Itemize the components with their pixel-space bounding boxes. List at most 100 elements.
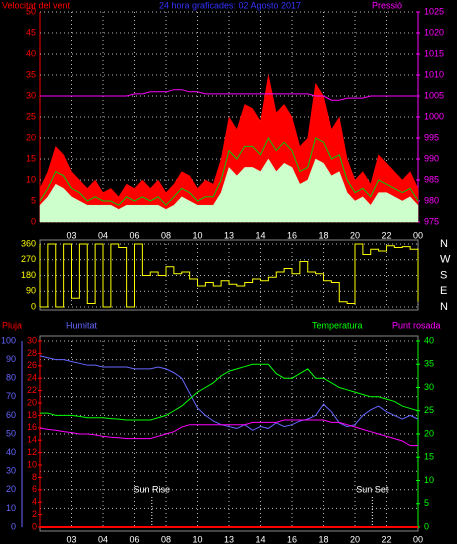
x-tick-label: 04 bbox=[98, 230, 108, 240]
y-tick-label: 18 bbox=[27, 410, 37, 420]
y-tick-label: 5 bbox=[31, 195, 36, 205]
y-tick-label: 15 bbox=[424, 452, 434, 462]
y-tick-label: 990 bbox=[424, 153, 439, 163]
y-tick-label: 26 bbox=[27, 360, 37, 370]
series-label: Punt rosada bbox=[392, 320, 441, 330]
y-tick-label: 5 bbox=[424, 498, 429, 508]
series-label: Pluja bbox=[2, 320, 22, 330]
y-tick-label: 20 bbox=[424, 428, 434, 438]
y-tick-label: 6 bbox=[32, 484, 37, 494]
series-line bbox=[39, 419, 418, 447]
y-tick-label: 25 bbox=[424, 405, 434, 415]
y-tick-label: 35 bbox=[424, 359, 434, 369]
wind-area bbox=[39, 158, 419, 223]
series-line bbox=[39, 355, 419, 431]
y-tick-label: 90 bbox=[6, 354, 16, 364]
x-tick-label: 04 bbox=[98, 534, 108, 544]
y-tick-label: 1000 bbox=[424, 111, 444, 121]
y-tick-label: 25 bbox=[26, 111, 36, 121]
y-tick-label: 16 bbox=[27, 422, 37, 432]
series-line bbox=[40, 243, 419, 308]
y-tick-label: 0 bbox=[31, 216, 36, 226]
y-tick-label: 45 bbox=[26, 27, 36, 37]
x-tick-label: 03 bbox=[66, 534, 76, 544]
y-tick-label: E bbox=[440, 285, 447, 297]
x-tick-label: 20 bbox=[350, 230, 360, 240]
y-tick-label: N bbox=[440, 238, 448, 250]
y-tick-label: 1005 bbox=[424, 90, 444, 100]
y-tick-label: 180 bbox=[21, 270, 36, 280]
y-tick-label: 50 bbox=[26, 6, 36, 16]
x-tick-label: 10 bbox=[192, 534, 202, 544]
x-tick-label: 08 bbox=[161, 534, 171, 544]
y-tick-label: 60 bbox=[6, 410, 16, 420]
y-tick-label: 0 bbox=[32, 521, 37, 531]
x-tick-label: 14 bbox=[255, 230, 265, 240]
y-tick-label: 40 bbox=[424, 335, 434, 345]
y-tick-label: 975 bbox=[424, 216, 439, 226]
x-tick-label: 00 bbox=[413, 230, 423, 240]
y-tick-label: 14 bbox=[27, 435, 37, 445]
wind-axis-label: Velocitat del vent bbox=[2, 0, 71, 10]
y-tick-label: 40 bbox=[6, 447, 16, 457]
y-tick-label: 995 bbox=[424, 132, 439, 142]
y-tick-label: 980 bbox=[424, 195, 439, 205]
y-tick-label: 10 bbox=[27, 459, 37, 469]
x-tick-label: 20 bbox=[350, 534, 360, 544]
x-tick-label: 00 bbox=[413, 534, 423, 544]
y-tick-label: 30 bbox=[26, 90, 36, 100]
y-tick-label: 1020 bbox=[424, 27, 444, 37]
y-tick-label: 24 bbox=[27, 373, 37, 383]
y-tick-label: 15 bbox=[26, 153, 36, 163]
y-tick-label: 270 bbox=[21, 254, 36, 264]
y-tick-label: 1010 bbox=[424, 69, 444, 79]
y-tick-label: N bbox=[440, 301, 448, 313]
x-tick-label: 13 bbox=[224, 534, 234, 544]
y-tick-label: 8 bbox=[32, 472, 37, 482]
x-tick-label: 06 bbox=[129, 230, 139, 240]
y-tick-label: 10 bbox=[424, 475, 434, 485]
y-tick-label: 20 bbox=[26, 132, 36, 142]
y-tick-label: 4 bbox=[32, 497, 37, 507]
y-tick-label: 20 bbox=[27, 397, 37, 407]
y-tick-label: 360 bbox=[21, 238, 36, 248]
y-tick-label: 35 bbox=[26, 69, 36, 79]
x-tick-label: 22 bbox=[381, 534, 391, 544]
x-tick-label: 18 bbox=[318, 534, 328, 544]
pressure-axis-label: Pressió bbox=[372, 0, 402, 10]
series-line bbox=[40, 89, 418, 101]
y-tick-label: W bbox=[440, 254, 451, 266]
x-tick-label: 03 bbox=[66, 230, 76, 240]
x-tick-label: 16 bbox=[287, 230, 297, 240]
annotation: Sun Set bbox=[356, 484, 389, 494]
annotation: Sun Rise bbox=[134, 484, 171, 494]
series-label: Humitat bbox=[66, 320, 98, 330]
y-tick-label: 100 bbox=[1, 335, 16, 345]
y-tick-label: 1025 bbox=[424, 6, 444, 16]
series-line bbox=[40, 363, 419, 421]
y-tick-label: 28 bbox=[27, 348, 37, 358]
x-tick-label: 14 bbox=[255, 534, 265, 544]
y-tick-label: 80 bbox=[6, 373, 16, 383]
y-tick-label: 10 bbox=[26, 174, 36, 184]
x-tick-label: 18 bbox=[318, 230, 328, 240]
y-tick-label: 30 bbox=[27, 335, 37, 345]
y-tick-label: 0 bbox=[424, 521, 429, 531]
x-tick-label: 06 bbox=[129, 534, 139, 544]
y-tick-label: 30 bbox=[424, 382, 434, 392]
y-tick-label: 12 bbox=[27, 447, 37, 457]
y-tick-label: 40 bbox=[26, 48, 36, 58]
x-tick-label: 22 bbox=[381, 230, 391, 240]
x-tick-label: 08 bbox=[161, 230, 171, 240]
x-tick-label: 13 bbox=[224, 230, 234, 240]
y-tick-label: 70 bbox=[6, 391, 16, 401]
y-tick-label: 50 bbox=[6, 428, 16, 438]
y-tick-label: 22 bbox=[27, 385, 37, 395]
chart-title: 24 hora graficades: 02 Agosto 2017 bbox=[159, 0, 301, 10]
y-tick-label: S bbox=[440, 269, 447, 281]
y-tick-label: 0 bbox=[11, 521, 16, 531]
y-tick-label: 10 bbox=[6, 503, 16, 513]
series-label: Temperatura bbox=[312, 320, 363, 330]
x-tick-label: 10 bbox=[192, 230, 202, 240]
